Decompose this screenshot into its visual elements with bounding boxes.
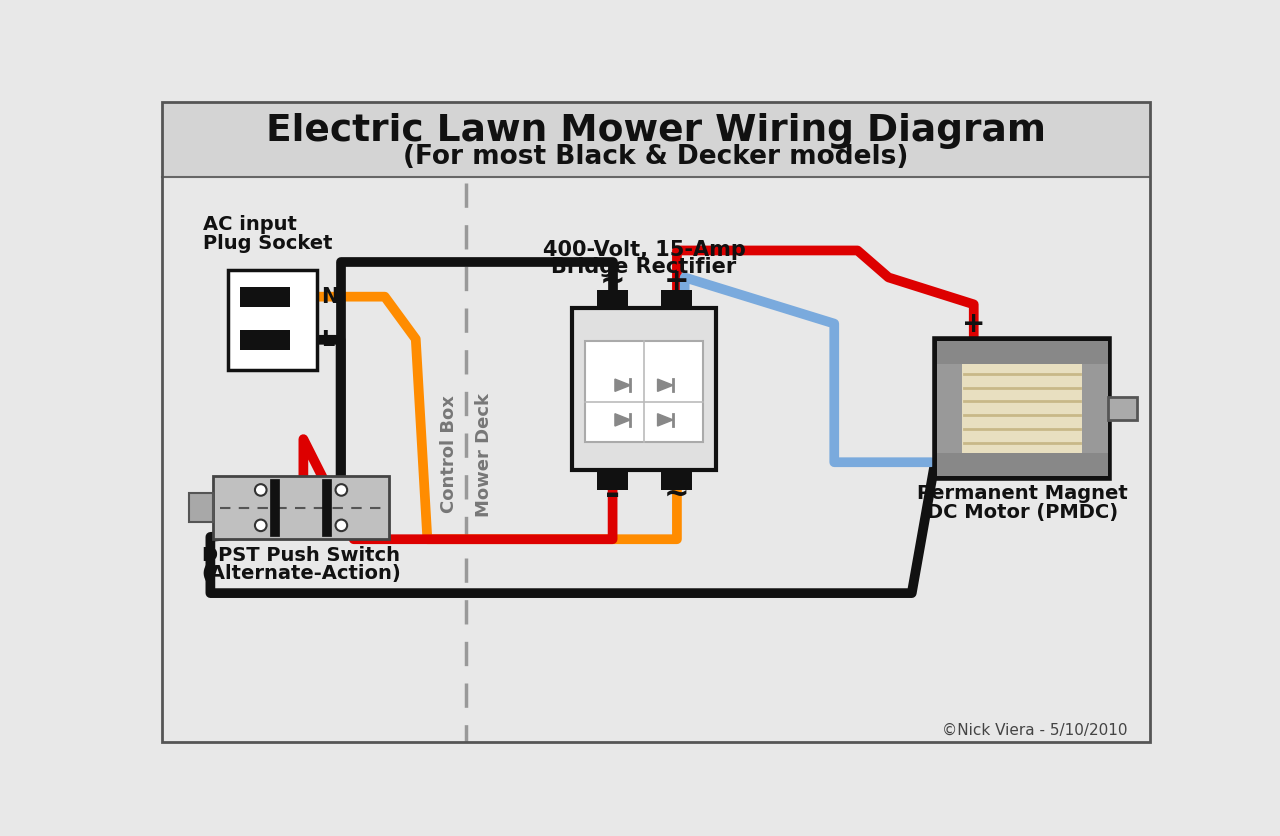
Text: 400-Volt, 15-Amp: 400-Volt, 15-Amp bbox=[543, 240, 745, 260]
Text: Control Box: Control Box bbox=[440, 395, 458, 513]
Polygon shape bbox=[614, 414, 631, 426]
Text: N: N bbox=[321, 287, 339, 307]
Text: Mower Deck: Mower Deck bbox=[475, 393, 493, 517]
Bar bbox=[596, 290, 628, 310]
Bar bbox=[662, 290, 692, 310]
Circle shape bbox=[335, 484, 347, 496]
Bar bbox=[212, 476, 389, 539]
Text: (For most Black & Decker models): (For most Black & Decker models) bbox=[403, 145, 909, 171]
Circle shape bbox=[335, 520, 347, 531]
Text: Permanent Magnet: Permanent Magnet bbox=[916, 484, 1128, 503]
Circle shape bbox=[255, 520, 266, 531]
Bar bbox=[161, 102, 1151, 177]
Text: Electric Lawn Mower Wiring Diagram: Electric Lawn Mower Wiring Diagram bbox=[266, 113, 1046, 149]
Bar bbox=[596, 470, 628, 490]
Text: DPST Push Switch: DPST Push Switch bbox=[202, 546, 401, 565]
Text: L: L bbox=[321, 329, 334, 349]
Bar bbox=[1107, 397, 1137, 420]
Bar bbox=[963, 364, 1083, 453]
Text: Bridge Rectifier: Bridge Rectifier bbox=[552, 257, 736, 277]
Bar bbox=[937, 453, 1107, 476]
Text: AC input: AC input bbox=[202, 215, 297, 234]
Text: Plug Socket: Plug Socket bbox=[202, 234, 332, 253]
Polygon shape bbox=[658, 379, 673, 391]
Text: -: - bbox=[605, 477, 621, 512]
Bar bbox=[1083, 364, 1107, 453]
Bar bbox=[189, 493, 212, 522]
Bar bbox=[934, 339, 1110, 477]
Circle shape bbox=[255, 484, 266, 496]
Bar bbox=[572, 308, 716, 470]
Bar bbox=[228, 270, 317, 370]
Text: ©Nick Viera - 5/10/2010: ©Nick Viera - 5/10/2010 bbox=[942, 722, 1128, 737]
Bar bbox=[585, 340, 703, 442]
Bar bbox=[937, 364, 963, 453]
Polygon shape bbox=[614, 379, 631, 391]
Text: DC Motor (PMDC): DC Motor (PMDC) bbox=[927, 502, 1117, 522]
Bar bbox=[239, 287, 291, 307]
Bar bbox=[239, 329, 291, 349]
Bar bbox=[937, 340, 1107, 364]
Text: ~: ~ bbox=[664, 480, 690, 509]
Text: ~: ~ bbox=[600, 267, 626, 296]
Text: +: + bbox=[664, 267, 690, 296]
Text: (Alternate-Action): (Alternate-Action) bbox=[201, 564, 401, 584]
Bar bbox=[662, 470, 692, 490]
Polygon shape bbox=[658, 414, 673, 426]
Text: +: + bbox=[963, 309, 986, 338]
